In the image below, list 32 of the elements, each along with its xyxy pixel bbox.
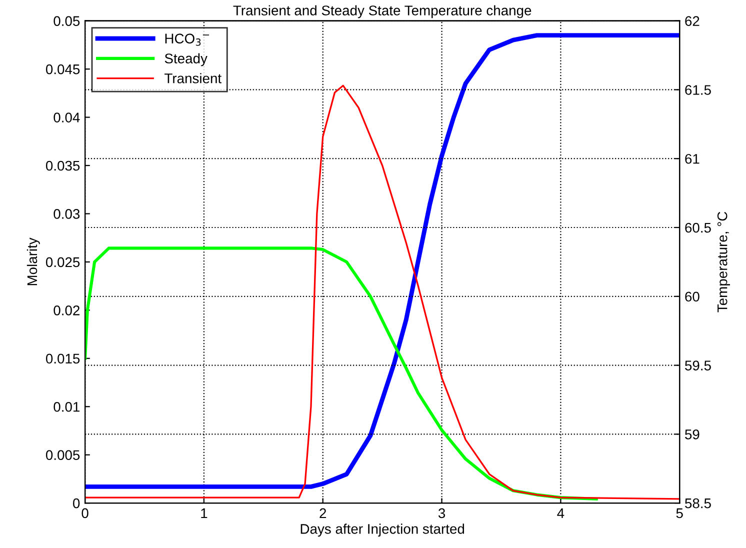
x-tick-label: 1 (201, 508, 208, 518)
y-tick-label: 0.035 (46, 160, 80, 171)
x-axis-title: Days after Injection started (300, 524, 464, 537)
y2-tick-label: 60 (685, 292, 700, 302)
y-tick-label: 0.05 (54, 16, 80, 26)
y2-tick-label: 61 (685, 154, 700, 164)
x-tick-label: 0 (82, 508, 88, 518)
y2-tick-label: 59.5 (685, 360, 711, 370)
y2-tick-label: 59 (685, 430, 700, 440)
y-tick-label: 0.02 (54, 306, 80, 316)
y2-axis-title: Temperature, °C (717, 212, 730, 312)
legend-label: Transient (164, 73, 222, 84)
x-tick-label: 4 (557, 508, 564, 518)
x-tick-label: 5 (676, 508, 683, 518)
y-tick-label: 0.03 (54, 209, 80, 219)
legend-label: Steady (164, 53, 208, 66)
x-tick-label: 2 (320, 508, 326, 518)
y2-tick-label: 61.5 (685, 85, 711, 95)
y-tick-label: 0 (73, 498, 80, 508)
y-tick-label: 0.005 (46, 450, 80, 460)
y-tick-label: 0.04 (54, 112, 80, 122)
y2-tick-label: 60.5 (685, 222, 711, 233)
y-tick-label: 0.045 (46, 64, 80, 74)
legend-label: HCO$_{3}$$^{−}$ (165, 34, 210, 46)
y-tick-label: 0.015 (46, 354, 80, 364)
y-axis-title: Molarity (26, 238, 40, 286)
chart-title: Transient and Steady State Temperature change (233, 5, 532, 18)
x-tick-label: 3 (438, 508, 446, 518)
y2-tick-label: 58.5 (685, 498, 711, 508)
y-tick-label: 0.025 (46, 257, 80, 268)
y-tick-label: 0.01 (54, 402, 80, 412)
y2-tick-label: 62 (685, 16, 700, 26)
